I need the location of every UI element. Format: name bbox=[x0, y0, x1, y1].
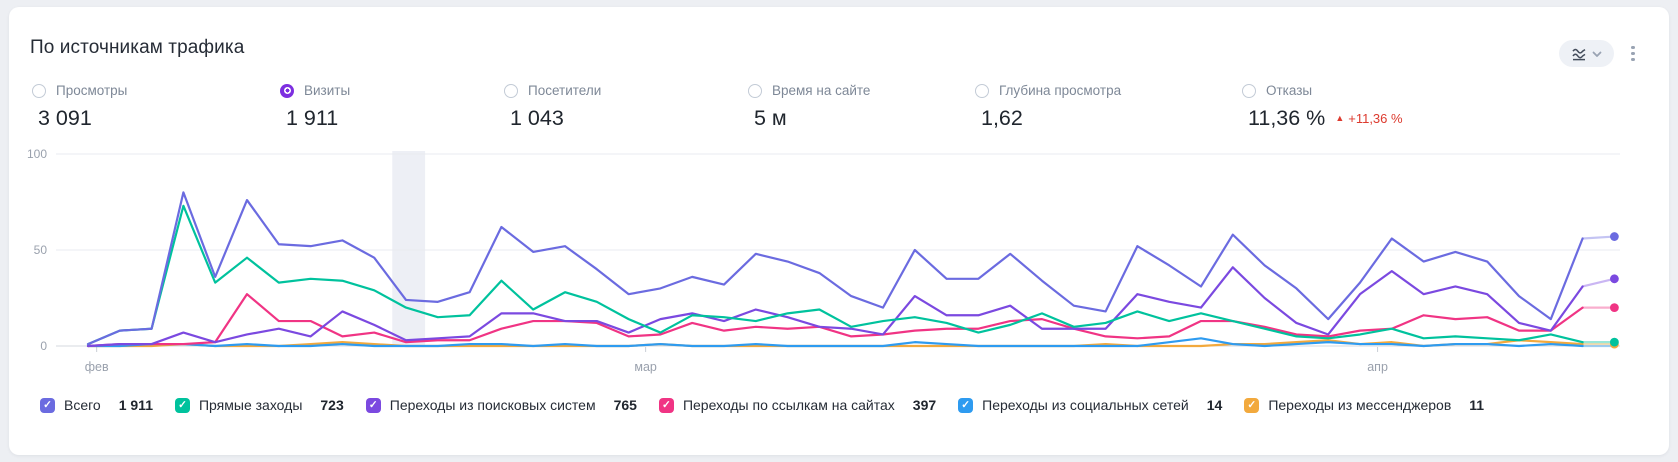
metric-selector[interactable]: Визиты bbox=[280, 83, 350, 98]
traffic-chart[interactable]: 0 50 100 фев мар апр bbox=[9, 137, 1669, 385]
legend-checkbox-links[interactable]: ✓ bbox=[658, 397, 674, 413]
traffic-chart-canvas[interactable]: 0 50 100 фев мар апр bbox=[9, 137, 1669, 385]
metric-selector[interactable]: Глубина просмотра bbox=[975, 83, 1121, 98]
series-endpoint-dot-search bbox=[1610, 274, 1619, 284]
chart-legend: ✓ Всего 1 911 ✓ Прямые заходы 723 ✓ Переходы из… bbox=[40, 395, 1484, 415]
legend-label: Переходы из поисковых систем bbox=[389, 397, 596, 413]
metric-tab-1[interactable]: Просмотры 3 091 bbox=[32, 83, 127, 131]
chart-type-button[interactable] bbox=[1559, 40, 1615, 67]
more-menu-button[interactable] bbox=[1627, 41, 1639, 67]
series-line-total bbox=[86, 191, 1584, 346]
metric-label: Время на сайте bbox=[772, 83, 871, 98]
x-axis-month-label: фев bbox=[85, 360, 109, 374]
legend-value: 765 bbox=[613, 397, 637, 413]
metric-label: Глубина просмотра bbox=[999, 83, 1122, 98]
legend-label: Переходы по ссылкам на сайтах bbox=[682, 397, 895, 413]
metric-radio[interactable] bbox=[32, 83, 46, 98]
legend-item-total[interactable]: ✓ Всего 1 911 bbox=[40, 397, 153, 413]
metric-radio-selected[interactable] bbox=[280, 83, 294, 98]
metric-value: 11,36 % bbox=[1248, 106, 1326, 130]
series-line-faded-total bbox=[1581, 235, 1616, 240]
x-axis-month-label: апр bbox=[1367, 360, 1388, 374]
metric-tab-3[interactable]: Посетители 1 043 bbox=[504, 83, 601, 131]
series-line-direct bbox=[86, 204, 1584, 346]
metric-value: 1 911 bbox=[286, 106, 339, 130]
legend-item-direct[interactable]: ✓ Прямые заходы 723 bbox=[174, 397, 344, 413]
series-line-search bbox=[86, 266, 1584, 348]
line-chart-waves-icon bbox=[1570, 45, 1588, 63]
legend-checkbox-messengers[interactable]: ✓ bbox=[1244, 397, 1260, 413]
kebab-icon bbox=[1631, 45, 1635, 50]
metric-selector[interactable]: Отказы bbox=[1242, 83, 1403, 98]
y-axis-tick-label: 50 bbox=[34, 243, 48, 257]
metric-tab-4[interactable]: Время на сайте 5 м bbox=[748, 83, 870, 131]
y-axis-tick-label: 0 bbox=[40, 339, 47, 353]
metric-radio[interactable] bbox=[975, 83, 989, 98]
metric-value: 1,62 bbox=[981, 106, 1023, 130]
metric-tab-2[interactable]: Визиты 1 911 bbox=[280, 83, 350, 131]
metric-radio[interactable] bbox=[748, 83, 762, 98]
series-line-faded-search bbox=[1581, 277, 1616, 288]
series-line-links bbox=[86, 293, 1584, 348]
metric-selector[interactable]: Время на сайте bbox=[748, 83, 870, 98]
card-controls bbox=[1559, 40, 1639, 67]
legend-item-social[interactable]: ✓ Переходы из социальных сетей 14 bbox=[958, 397, 1222, 413]
x-axis-month-label: мар bbox=[634, 360, 657, 374]
metric-label: Просмотры bbox=[56, 83, 128, 98]
legend-label: Переходы из социальных сетей bbox=[982, 397, 1189, 413]
chevron-down-icon bbox=[1591, 48, 1603, 60]
metric-label: Посетители bbox=[528, 83, 602, 98]
legend-value: 397 bbox=[912, 397, 937, 413]
legend-checkbox-direct[interactable]: ✓ bbox=[174, 397, 190, 413]
metric-radio[interactable] bbox=[504, 83, 518, 98]
metric-value: 5 м bbox=[754, 106, 787, 130]
y-axis-tick-label: 100 bbox=[27, 147, 47, 161]
legend-label: Прямые заходы bbox=[198, 397, 303, 413]
legend-label: Всего bbox=[64, 397, 101, 413]
delta-up-triangle-icon: ▲ bbox=[1335, 113, 1345, 123]
legend-value: 1 911 bbox=[118, 397, 153, 413]
series-endpoint-dot-total bbox=[1610, 232, 1619, 241]
legend-item-links[interactable]: ✓ Переходы по ссылкам на сайтах 397 bbox=[658, 397, 937, 413]
metric-tab-5[interactable]: Глубина просмотра 1,62 bbox=[975, 83, 1121, 131]
metric-selector[interactable]: Посетители bbox=[504, 83, 601, 98]
metric-value: 1 043 bbox=[510, 106, 564, 130]
metric-label: Отказы bbox=[1266, 83, 1313, 98]
legend-checkbox-total[interactable]: ✓ bbox=[40, 397, 55, 413]
legend-checkbox-social[interactable]: ✓ bbox=[958, 397, 974, 413]
highlight-band bbox=[392, 151, 426, 346]
metric-tab-6[interactable]: Отказы 11,36 % ▲ +11,36 % bbox=[1242, 83, 1403, 131]
legend-checkbox-search[interactable]: ✓ bbox=[365, 397, 381, 413]
legend-value: 723 bbox=[320, 397, 344, 413]
metric-label: Визиты bbox=[304, 83, 351, 98]
metric-selector[interactable]: Просмотры bbox=[32, 83, 127, 98]
card-title: По источникам трафика bbox=[30, 37, 245, 58]
legend-value: 14 bbox=[1206, 397, 1223, 413]
series-line-social bbox=[86, 337, 1584, 348]
legend-label: Переходы из мессенджеров bbox=[1268, 397, 1452, 413]
legend-item-messengers[interactable]: ✓ Переходы из мессенджеров 11 bbox=[1244, 397, 1484, 413]
metric-radio[interactable] bbox=[1242, 83, 1256, 98]
traffic-sources-card: По источникам трафика Просмотры 3 091 Визи… bbox=[9, 7, 1669, 455]
series-endpoint-dot-links bbox=[1610, 303, 1619, 312]
metric-delta-badge: ▲ +11,36 % bbox=[1335, 111, 1402, 126]
legend-value: 11 bbox=[1469, 397, 1485, 413]
metric-delta-value: +11,36 % bbox=[1348, 111, 1403, 126]
series-endpoint-dot-direct bbox=[1610, 337, 1619, 347]
metric-value: 3 091 bbox=[38, 106, 92, 130]
legend-item-search[interactable]: ✓ Переходы из поисковых систем 765 bbox=[365, 397, 637, 413]
